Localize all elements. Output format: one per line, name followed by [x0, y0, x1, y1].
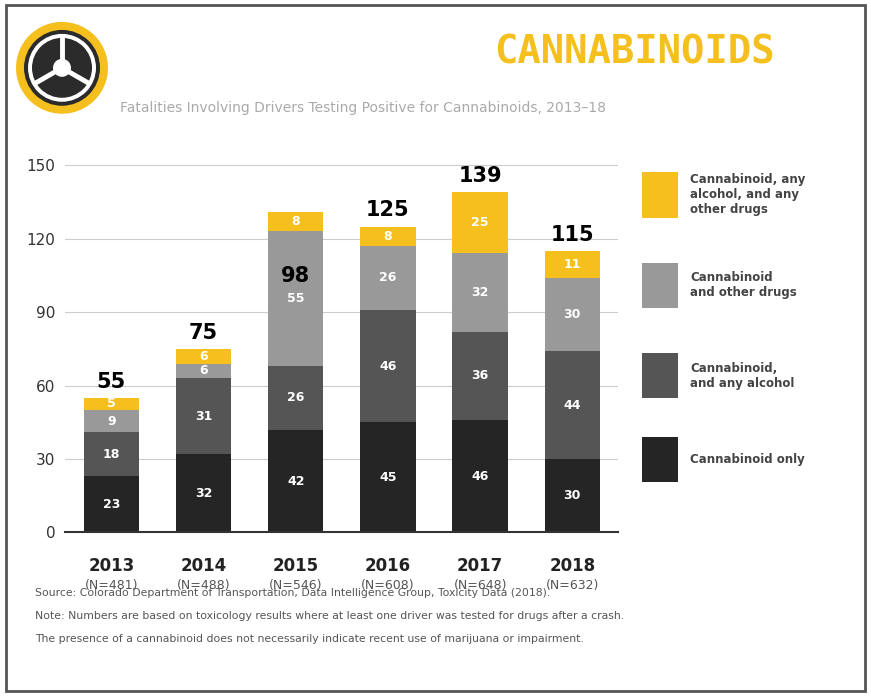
Text: FATALATIES WITH: FATALATIES WITH	[120, 34, 494, 72]
Text: CANNABINOIDS: CANNABINOIDS	[494, 34, 774, 72]
Bar	[268, 232, 323, 366]
Text: 125: 125	[366, 200, 409, 221]
Text: 2018: 2018	[550, 557, 596, 575]
FancyBboxPatch shape	[642, 263, 678, 308]
Text: (N=546): (N=546)	[269, 579, 322, 592]
Bar	[268, 212, 323, 232]
Text: Cannabinoid only: Cannabinoid only	[691, 453, 805, 466]
Text: 55: 55	[287, 292, 305, 306]
Text: The presence of a cannabinoid does not necessarily indicate recent use of mariju: The presence of a cannabinoid does not n…	[35, 634, 584, 644]
Circle shape	[32, 38, 92, 97]
Text: 2013: 2013	[88, 557, 134, 575]
Bar	[84, 398, 139, 410]
Bar	[361, 226, 415, 246]
Bar	[268, 366, 323, 429]
Text: 30: 30	[564, 308, 581, 321]
Text: 32: 32	[195, 487, 213, 500]
Text: 46: 46	[471, 470, 489, 482]
Bar	[84, 476, 139, 532]
Text: 115: 115	[550, 225, 594, 245]
Text: (N=608): (N=608)	[361, 579, 415, 592]
Bar	[176, 454, 231, 532]
Text: 18: 18	[103, 448, 120, 461]
Text: 8: 8	[383, 230, 392, 243]
Text: 31: 31	[195, 410, 213, 422]
Text: 45: 45	[379, 471, 396, 484]
Text: 36: 36	[471, 370, 489, 382]
Text: 5: 5	[107, 397, 116, 411]
Circle shape	[28, 34, 96, 102]
Text: PRESENT: PRESENT	[774, 34, 871, 72]
Bar	[268, 429, 323, 532]
Text: 8: 8	[292, 215, 300, 228]
Bar	[453, 420, 508, 532]
Bar	[453, 332, 508, 420]
Bar	[453, 253, 508, 332]
Text: 98: 98	[281, 267, 310, 287]
Circle shape	[53, 59, 71, 77]
Text: 55: 55	[97, 372, 126, 392]
Bar	[176, 349, 231, 363]
Text: Cannabinoid,
and any alcohol: Cannabinoid, and any alcohol	[691, 362, 794, 390]
FancyBboxPatch shape	[642, 172, 678, 217]
Text: 26: 26	[287, 391, 305, 404]
Text: 32: 32	[471, 286, 489, 299]
Text: 6: 6	[199, 349, 208, 363]
Text: Fatalities Involving Drivers Testing Positive for Cannabinoids, 2013–18: Fatalities Involving Drivers Testing Pos…	[120, 101, 606, 115]
Text: 2017: 2017	[457, 557, 503, 575]
Bar	[544, 278, 600, 351]
Text: Source: Colorado Department of Transportation, Data Intelligence Group, Toxicity: Source: Colorado Department of Transport…	[35, 588, 550, 598]
Text: 42: 42	[287, 475, 305, 488]
Text: 139: 139	[458, 166, 502, 186]
Bar	[544, 351, 600, 459]
Text: 44: 44	[564, 399, 581, 412]
Text: Note: Numbers are based on toxicology results where at least one driver was test: Note: Numbers are based on toxicology re…	[35, 611, 624, 621]
FancyBboxPatch shape	[642, 437, 678, 482]
Text: (N=481): (N=481)	[84, 579, 138, 592]
Text: 11: 11	[564, 258, 581, 271]
Text: 6: 6	[199, 365, 208, 377]
Text: 25: 25	[471, 216, 489, 230]
Bar	[544, 459, 600, 532]
Text: 23: 23	[103, 498, 120, 511]
Text: 9: 9	[107, 415, 116, 427]
Text: 2016: 2016	[365, 557, 411, 575]
Bar	[176, 363, 231, 378]
Text: 46: 46	[379, 360, 396, 372]
Text: 30: 30	[564, 489, 581, 503]
Text: Cannabinoid
and other drugs: Cannabinoid and other drugs	[691, 271, 797, 299]
Bar	[84, 410, 139, 432]
Text: 75: 75	[189, 323, 218, 342]
Circle shape	[24, 30, 100, 106]
Bar	[453, 192, 508, 253]
Text: 2014: 2014	[180, 557, 226, 575]
FancyBboxPatch shape	[642, 353, 678, 398]
Text: 2015: 2015	[273, 557, 319, 575]
Text: (N=648): (N=648)	[454, 579, 507, 592]
Text: (N=488): (N=488)	[177, 579, 231, 592]
Bar	[361, 310, 415, 422]
Text: 26: 26	[379, 271, 396, 285]
Bar	[544, 251, 600, 278]
Circle shape	[16, 22, 108, 113]
Bar	[176, 378, 231, 454]
Bar	[361, 422, 415, 532]
Text: (N=632): (N=632)	[545, 579, 599, 592]
Bar	[84, 432, 139, 476]
Bar	[361, 246, 415, 310]
Text: Cannabinoid, any
alcohol, and any
other drugs: Cannabinoid, any alcohol, and any other …	[691, 173, 806, 216]
